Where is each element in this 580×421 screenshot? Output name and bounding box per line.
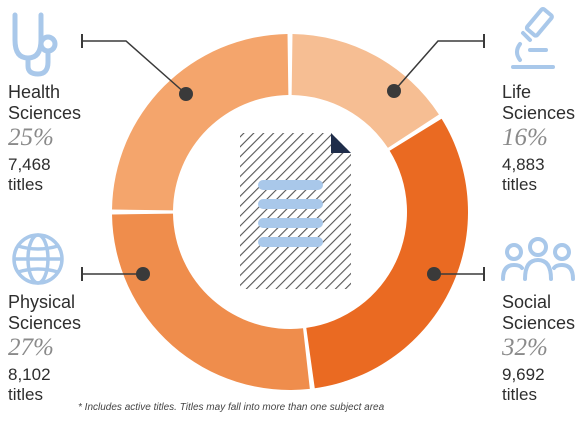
connectors [81, 34, 485, 281]
footnote: * Includes active titles. Titles may fal… [78, 402, 385, 413]
label-unit: titles [502, 174, 537, 194]
label-name: Sciences [8, 102, 82, 123]
connector-dot-social [427, 267, 441, 281]
connector-line-life [393, 40, 484, 92]
label-unit: titles [502, 384, 537, 404]
label-physical-sciences: Physical Sciences 27% 8,102 titles [8, 292, 81, 404]
label-count: 7,468 [8, 155, 51, 175]
connector-dot-physical [136, 267, 150, 281]
connector-dot-health [179, 87, 193, 101]
label-health-sciences: Health Sciences 25% 7,468 titles [8, 82, 81, 194]
label-name: Life [502, 82, 532, 102]
slice-social-sciences [306, 118, 468, 389]
microscope-icon [511, 7, 555, 69]
label-name: Sciences [8, 312, 82, 333]
label-unit: titles [8, 174, 43, 194]
people-icon [501, 237, 575, 281]
label-percent: 16% [502, 124, 548, 152]
connector-line-health [82, 40, 187, 95]
label-count: 8,102 [8, 365, 51, 385]
label-percent: 27% [8, 334, 54, 362]
slice-life-sciences [291, 34, 439, 148]
label-percent: 25% [8, 124, 54, 152]
slice-health-sciences [112, 34, 289, 211]
label-social-sciences: Social Sciences 32% 9,692 titles [502, 292, 575, 404]
label-name: Sciences [502, 102, 576, 123]
label-count: 4,883 [502, 155, 545, 175]
label-name: Health [8, 82, 61, 102]
label-life-sciences: Life Sciences 16% 4,883 titles [502, 82, 575, 194]
stethoscope-icon [12, 12, 58, 77]
label-name: Social [502, 292, 552, 312]
document-icon [240, 133, 351, 289]
slice-physical-sciences [112, 213, 310, 390]
label-name: Physical [8, 292, 76, 312]
donut-slices [112, 34, 468, 390]
globe-icon [12, 233, 64, 285]
connector-dot-life [387, 84, 401, 98]
label-unit: titles [8, 384, 43, 404]
label-name: Sciences [502, 312, 576, 333]
label-percent: 32% [502, 334, 548, 362]
label-count: 9,692 [502, 365, 545, 385]
